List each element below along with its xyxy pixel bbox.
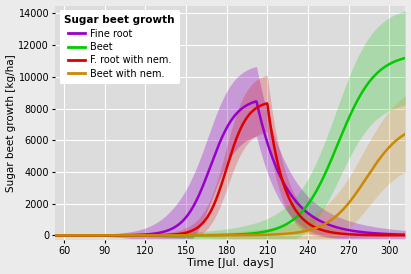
Legend: Fine root, Beet, F. root with nem., Beet with nem.: Fine root, Beet, F. root with nem., Beet… [60,10,180,84]
Y-axis label: Sugar beet growth [kg/ha]: Sugar beet growth [kg/ha] [6,54,16,192]
X-axis label: Time [Jul. days]: Time [Jul. days] [187,258,273,269]
